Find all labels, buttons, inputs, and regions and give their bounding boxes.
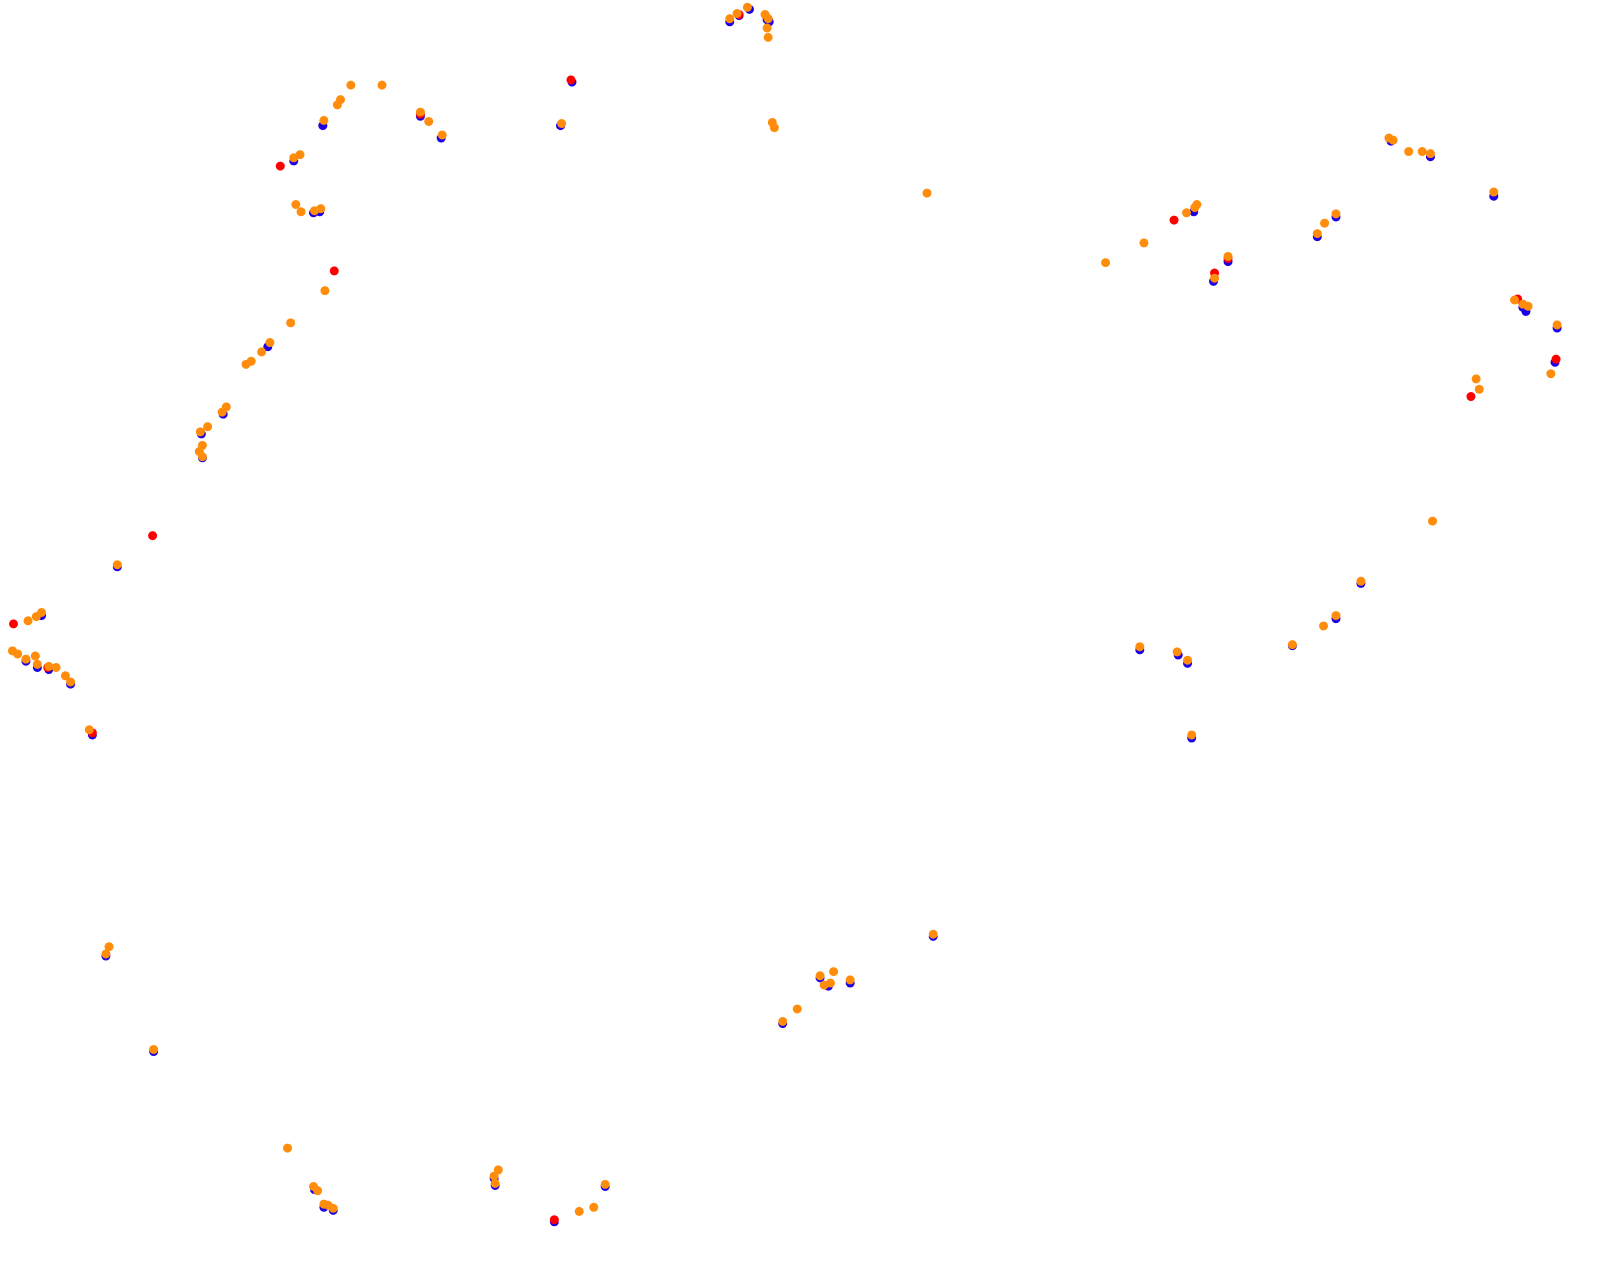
point [589,1202,599,1212]
point [574,1206,584,1216]
point [148,531,158,541]
point [1428,516,1438,526]
point [66,677,76,687]
point [23,616,33,626]
point [600,1179,610,1189]
point [316,204,326,214]
point [792,1004,802,1014]
point [203,422,213,432]
point [557,119,567,129]
point [1331,209,1341,219]
point [84,725,94,735]
point [1312,229,1322,239]
point [195,427,205,437]
point [732,8,742,18]
point [319,115,329,125]
point [320,286,330,296]
point [30,651,40,661]
point [1489,187,1499,197]
point [1551,354,1561,364]
point [1183,655,1193,665]
point [8,619,18,629]
point [32,659,42,669]
point [377,80,387,90]
point [1523,301,1533,311]
point [149,1044,159,1054]
point [1182,208,1192,218]
point [1546,369,1556,379]
point [265,338,275,348]
point [825,978,835,988]
point [1169,215,1179,225]
point [1474,384,1484,394]
point [742,2,752,12]
point [1404,147,1414,157]
point [295,150,305,160]
point [328,1203,338,1213]
point [1223,251,1233,261]
point [1466,392,1476,402]
point [1210,273,1220,283]
point [1356,576,1366,586]
point [1471,374,1481,384]
point [489,1171,499,1181]
point [769,123,779,133]
point [332,100,342,110]
point [778,1016,788,1026]
point [1135,642,1145,652]
point [31,612,41,622]
point [415,107,425,117]
point [566,75,576,85]
point [60,671,70,681]
point [490,1178,500,1188]
point [1101,258,1111,268]
point [51,662,61,672]
point [283,1143,293,1153]
point [815,971,825,981]
point [1331,611,1341,621]
point [241,359,251,369]
point [1187,730,1197,740]
point [1552,320,1562,330]
point [437,130,447,140]
point [257,347,267,357]
point [1510,295,1520,305]
point [101,949,111,959]
point [424,116,434,126]
point [1417,147,1427,157]
point [104,942,114,952]
point [329,266,339,276]
point [112,560,122,570]
point [928,929,938,939]
point [1287,640,1297,650]
point [291,199,301,209]
point [1388,135,1398,145]
point [763,32,773,42]
point [217,407,227,417]
point [763,14,773,24]
point [725,14,735,24]
point [44,661,54,671]
point [1319,621,1329,631]
point [922,188,932,198]
point [1425,149,1435,159]
point [1320,218,1330,228]
point [286,318,296,328]
point [829,967,839,977]
point [845,975,855,985]
point [313,1186,323,1196]
point [13,649,23,659]
point [1139,238,1149,248]
point [296,207,306,217]
point [21,654,31,664]
point [1192,199,1202,209]
point [275,161,285,171]
point [197,452,207,462]
point [549,1215,559,1225]
point [1172,647,1182,657]
point [346,80,356,90]
point [762,23,772,33]
